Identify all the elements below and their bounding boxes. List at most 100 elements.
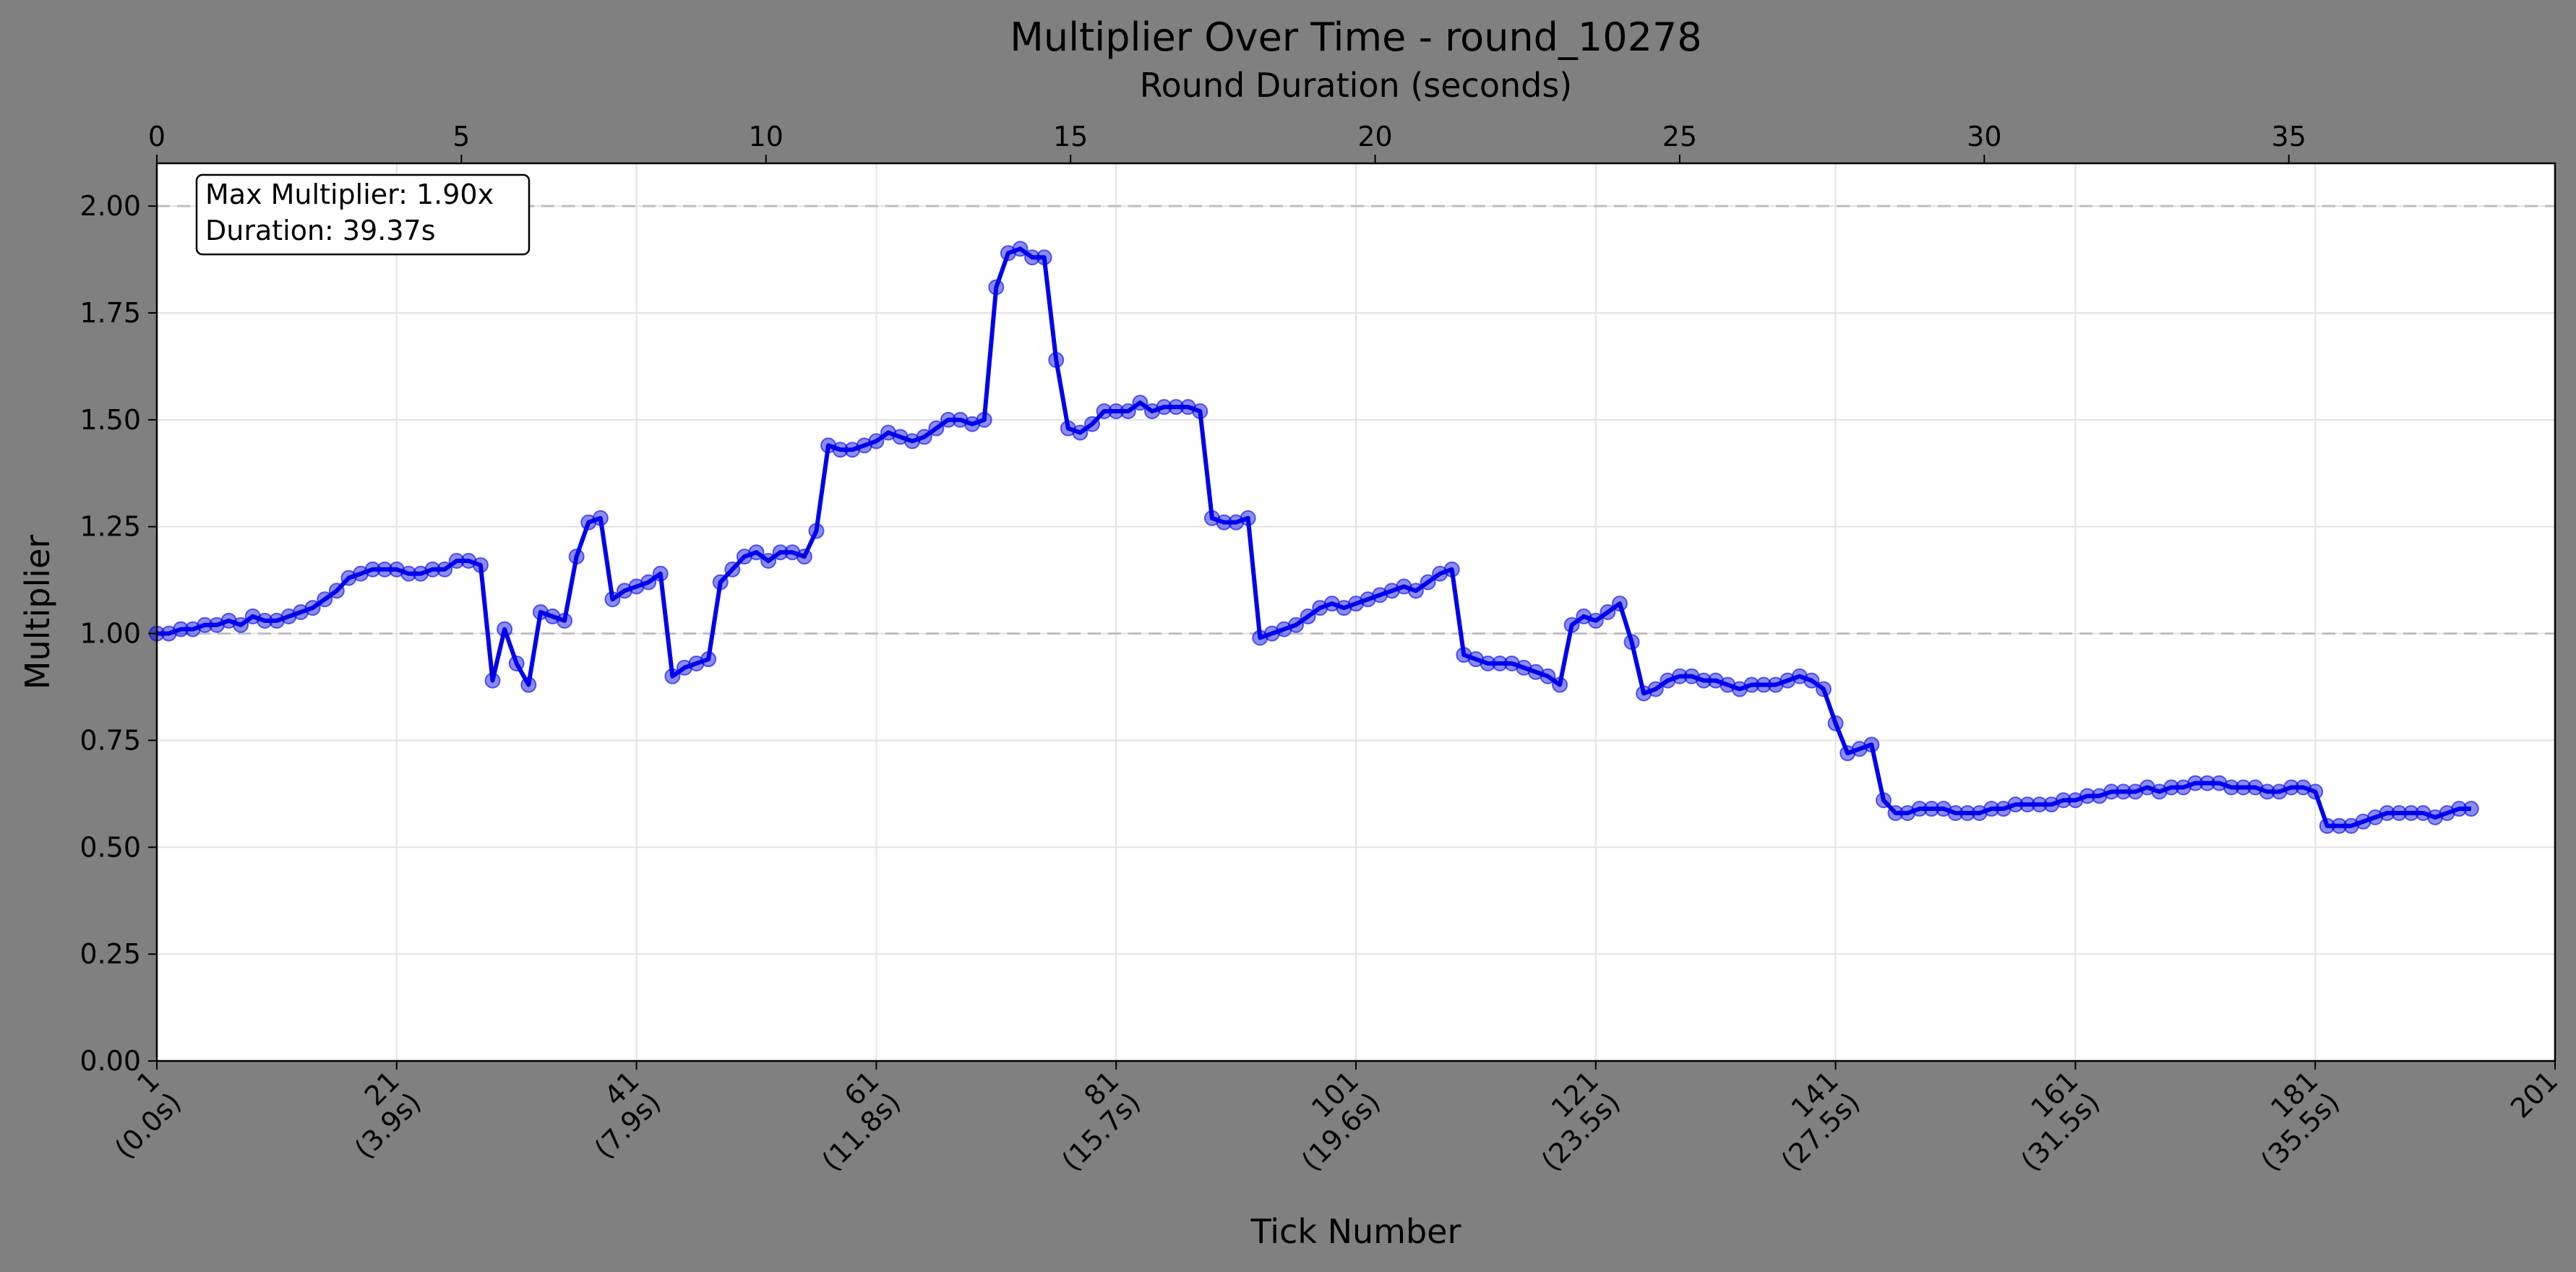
- data-point: [1803, 672, 1820, 689]
- data-point: [544, 608, 561, 624]
- data-point: [1036, 249, 1052, 266]
- data-point: [1300, 608, 1316, 624]
- data-point: [1360, 591, 1376, 608]
- data-point: [424, 561, 441, 577]
- data-point: [1647, 681, 1664, 697]
- data-point: [952, 411, 969, 428]
- top-x-tick-label: 30: [1967, 121, 2001, 152]
- data-point: [736, 549, 752, 565]
- data-point: [1372, 587, 1388, 603]
- data-point: [617, 583, 633, 599]
- data-point: [1947, 804, 1964, 821]
- data-point: [1516, 659, 1532, 676]
- data-point: [1000, 245, 1016, 262]
- data-point: [1935, 801, 1952, 817]
- data-point: [293, 604, 309, 620]
- data-point: [1671, 668, 1688, 684]
- x-tick-label: 181(35.5s): [2254, 1065, 2345, 1177]
- data-point: [1480, 655, 1496, 671]
- y-tick-label: 1.25: [80, 511, 141, 543]
- data-point: [1120, 403, 1136, 420]
- data-point: [2331, 817, 2348, 834]
- data-point: [1576, 608, 1592, 624]
- data-point: [2343, 817, 2359, 834]
- x-tick-label: 141(27.5s): [1775, 1065, 1866, 1177]
- data-point: [1216, 514, 1232, 530]
- top-x-tick-label: 20: [1357, 121, 1392, 152]
- data-point: [1683, 668, 1700, 684]
- data-point: [1971, 804, 1988, 821]
- data-point: [1587, 612, 1604, 629]
- data-point: [1323, 596, 1340, 612]
- data-point: [1156, 399, 1172, 416]
- data-point: [1467, 651, 1484, 668]
- data-point: [2379, 804, 2395, 821]
- data-point: [304, 600, 321, 616]
- top-x-tick-label: 35: [2272, 121, 2306, 152]
- data-point: [1540, 668, 1556, 684]
- data-point: [2031, 796, 2048, 813]
- x-tick-label-time: (0.0s): [108, 1086, 187, 1165]
- data-point: [2127, 783, 2144, 800]
- data-point: [1012, 241, 1029, 257]
- data-point: [1203, 510, 1220, 526]
- data-point: [772, 544, 789, 561]
- data-point: [257, 612, 273, 629]
- x-tick-label: 41(7.9s): [588, 1065, 667, 1165]
- data-point: [1072, 424, 1089, 441]
- data-point: [1756, 676, 1772, 693]
- data-point: [400, 565, 417, 582]
- data-point: [2367, 809, 2384, 825]
- data-point: [1720, 676, 1736, 693]
- data-point: [1492, 655, 1508, 671]
- data-point: [484, 672, 501, 689]
- data-point: [2175, 779, 2191, 796]
- data-point: [2307, 783, 2324, 800]
- data-point: [2319, 817, 2335, 834]
- data-point: [2055, 792, 2071, 809]
- data-point: [2439, 804, 2455, 821]
- x-tick-label: 1(0.0s): [108, 1065, 187, 1165]
- data-point: [1875, 792, 1892, 809]
- x-tick-label-tick: 201: [2504, 1065, 2564, 1124]
- data-point: [364, 561, 381, 577]
- data-point: [940, 411, 956, 428]
- data-point: [964, 416, 981, 432]
- data-point: [2403, 804, 2419, 821]
- data-point: [208, 616, 225, 633]
- data-point: [1959, 804, 1976, 821]
- data-point: [2283, 779, 2300, 796]
- data-point: [1096, 403, 1112, 420]
- data-point: [2079, 788, 2095, 804]
- data-point: [1863, 736, 1880, 753]
- data-point: [1527, 663, 1544, 680]
- top-x-tick-label: 25: [1662, 121, 1697, 152]
- data-point: [1911, 801, 1928, 817]
- data-point: [1383, 583, 1400, 599]
- data-point: [1456, 647, 1472, 663]
- y-tick-label: 1.50: [80, 404, 141, 436]
- data-point: [2271, 783, 2288, 800]
- x-axis-label: Tick Number: [1250, 1212, 1461, 1251]
- data-point: [856, 437, 872, 454]
- data-point: [1923, 801, 1940, 817]
- data-point: [1660, 672, 1676, 689]
- data-point: [2019, 796, 2036, 813]
- data-point: [568, 549, 585, 565]
- data-point: [508, 655, 525, 671]
- data-point: [1336, 600, 1352, 616]
- data-point: [1443, 561, 1460, 577]
- data-point: [1899, 804, 1916, 821]
- data-point: [317, 591, 333, 608]
- data-point: [760, 553, 777, 570]
- data-point: [676, 659, 692, 676]
- data-point: [377, 561, 393, 577]
- x-tick-label: 21(3.9s): [348, 1065, 427, 1165]
- x-tick-label: 81(15.7s): [1055, 1065, 1146, 1177]
- data-point: [2151, 783, 2168, 800]
- data-point: [2247, 779, 2264, 796]
- data-point: [1995, 801, 2012, 817]
- data-point: [868, 433, 885, 450]
- data-point: [2391, 804, 2408, 821]
- data-point: [1743, 676, 1760, 693]
